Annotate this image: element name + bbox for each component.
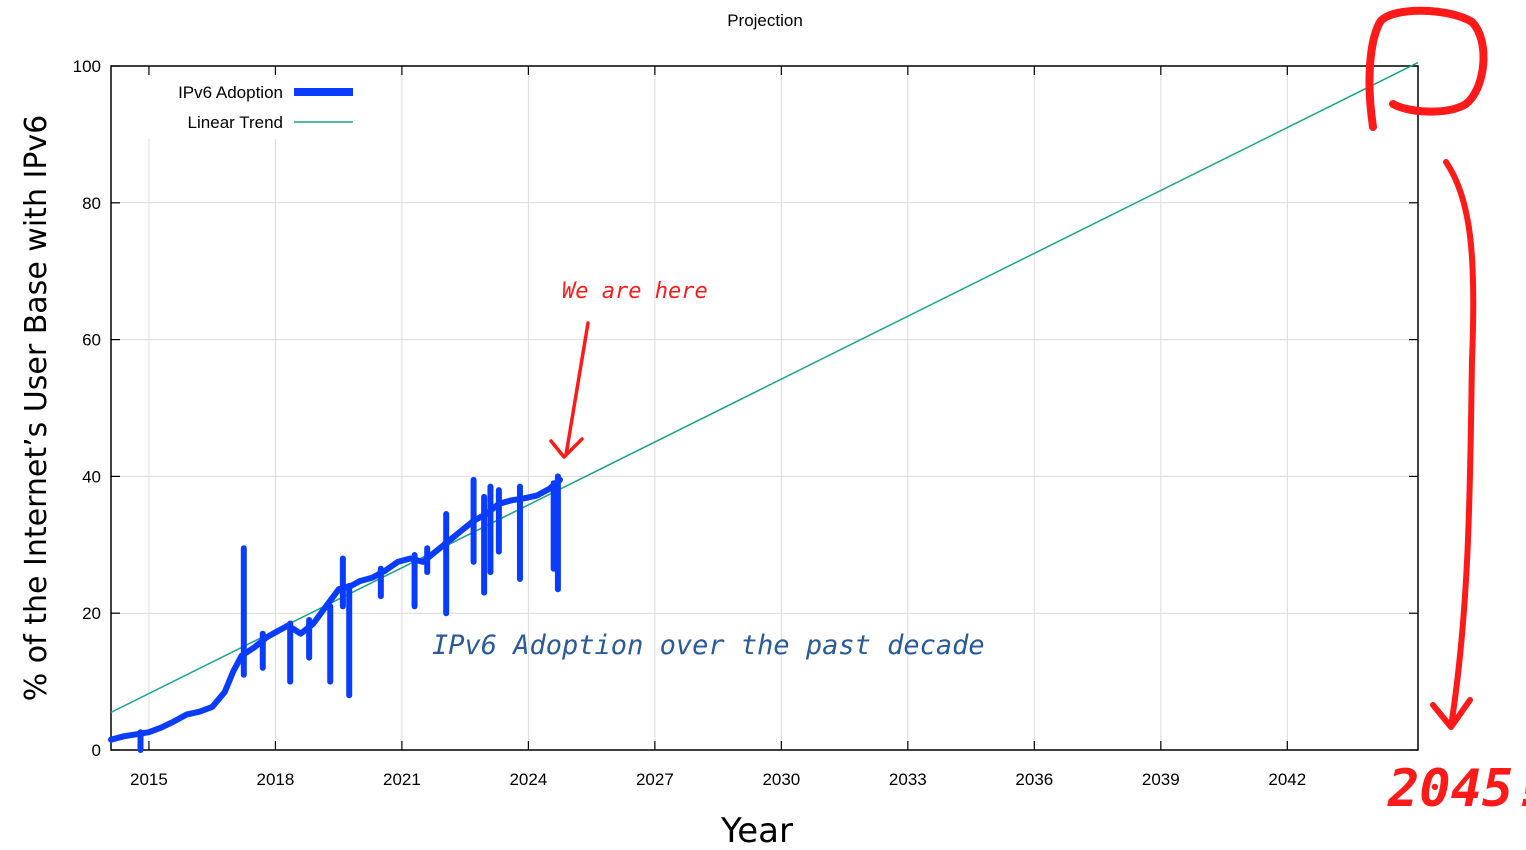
x-tick-label: 2036 bbox=[1015, 770, 1053, 789]
x-tick-label: 2042 bbox=[1268, 770, 1306, 789]
legend-label-ipv6-adoption: IPv6 Adoption bbox=[178, 83, 283, 102]
y-tick-label: 20 bbox=[82, 604, 101, 623]
y-tick-label: 80 bbox=[82, 194, 101, 213]
y-tick-label: 0 bbox=[92, 741, 101, 760]
we-are-here-arrow-icon bbox=[549, 321, 590, 459]
x-tick-label: 2033 bbox=[889, 770, 927, 789]
down-arrow-icon bbox=[1430, 159, 1477, 730]
series-ipv6-adoption bbox=[108, 476, 563, 743]
x-tick-label: 2030 bbox=[762, 770, 800, 789]
legend: IPv6 Adoption Linear Trend bbox=[113, 75, 365, 139]
chart-title: Projection bbox=[727, 11, 803, 30]
target-circle-icon bbox=[1365, 6, 1488, 131]
x-tick-label: 2018 bbox=[257, 770, 295, 789]
x-tick-label: 2027 bbox=[636, 770, 674, 789]
annotation-adoption-note: IPv6 Adoption over the past decade bbox=[432, 630, 985, 661]
x-axis-title: Year bbox=[720, 811, 793, 850]
x-axis-ticks: 2015 2018 2021 2024 2027 2030 2033 2036 2039 2042 bbox=[130, 66, 1306, 789]
grid-lines bbox=[111, 66, 1418, 750]
y-axis-ticks: 0 20 40 60 80 100 bbox=[73, 57, 1418, 760]
annotation-we-are-here: We are here bbox=[562, 279, 708, 304]
y-axis-title: % of the Internet’s User Base with IPv6 bbox=[19, 115, 54, 702]
y-tick-label: 40 bbox=[82, 467, 101, 486]
x-tick-label: 2024 bbox=[509, 770, 547, 789]
x-tick-label: 2039 bbox=[1142, 770, 1180, 789]
x-tick-label: 2015 bbox=[130, 770, 168, 789]
legend-label-linear-trend: Linear Trend bbox=[188, 113, 283, 132]
x-tick-label: 2021 bbox=[383, 770, 421, 789]
series-ipv6-adoption-spikes bbox=[137, 473, 561, 753]
y-tick-label: 100 bbox=[73, 57, 101, 76]
plot-frame bbox=[110, 65, 1419, 751]
annotation-target-year: 2045! bbox=[1387, 759, 1526, 819]
legend-background bbox=[113, 75, 365, 139]
y-tick-label: 60 bbox=[82, 331, 101, 350]
series-linear-trend bbox=[110, 61, 1419, 714]
